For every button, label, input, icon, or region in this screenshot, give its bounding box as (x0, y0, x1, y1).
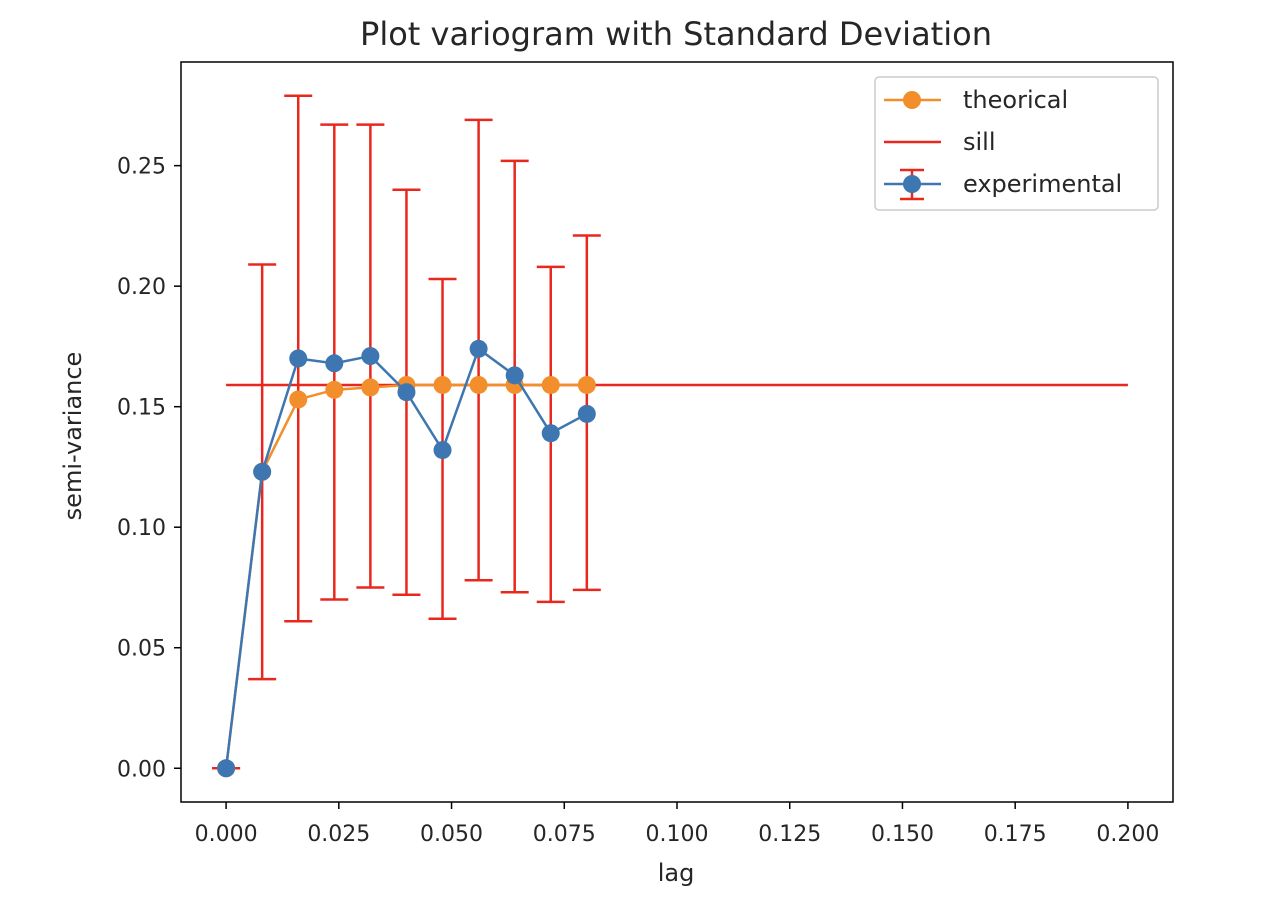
point-experimental-6 (433, 441, 452, 460)
point-theorical-4 (361, 378, 380, 397)
legend-item-theorical: theorical (884, 86, 1068, 114)
legend-marker-experimental (903, 175, 921, 193)
y-axis-label: semi-variance (59, 352, 87, 521)
x-tick-label-5: 0.125 (758, 822, 821, 847)
experimental-layer (217, 339, 596, 778)
point-theorical-6 (433, 375, 452, 394)
point-experimental-2 (289, 349, 308, 368)
legend-label-sill: sill (963, 128, 996, 156)
y-tick-label-1: 0.05 (117, 637, 166, 662)
x-tick-label-8: 0.200 (1096, 822, 1159, 847)
x-tick-label-0: 0.000 (195, 822, 258, 847)
legend-item-experimental: experimental (884, 168, 1122, 201)
point-experimental-9 (541, 424, 560, 443)
x-tick-label-4: 0.100 (646, 822, 709, 847)
point-experimental-7 (469, 339, 488, 358)
point-theorical-10 (577, 375, 596, 394)
y-tick-label-2: 0.10 (117, 516, 166, 541)
legend-label-experimental: experimental (963, 170, 1122, 198)
y-tick-label-3: 0.15 (117, 396, 166, 421)
legend-label-theorical: theorical (963, 86, 1068, 114)
legend-item-sill: sill (884, 128, 996, 156)
legend: theorical sill experimental (874, 76, 1159, 211)
point-experimental-8 (505, 366, 524, 385)
y-tick-label-4: 0.20 (117, 275, 166, 300)
point-experimental-3 (325, 354, 344, 373)
point-experimental-0 (217, 759, 236, 778)
point-experimental-4 (361, 347, 380, 366)
x-tick-label-6: 0.150 (871, 822, 934, 847)
chart-title: Plot variogram with Standard Deviation (360, 15, 992, 53)
point-theorical-7 (469, 375, 488, 394)
x-tick-label-7: 0.175 (984, 822, 1047, 847)
x-tick-label-2: 0.050 (420, 822, 483, 847)
point-experimental-5 (397, 383, 416, 402)
y-axis-ticks: 0.00 0.05 0.10 0.15 0.20 0.25 (117, 155, 181, 782)
legend-marker-theorical (903, 91, 921, 109)
legend-box (874, 76, 1159, 211)
x-axis-ticks: 0.000 0.025 0.050 0.075 0.100 0.125 0.150 0.175… (195, 802, 1159, 847)
point-experimental-10 (577, 404, 596, 423)
x-tick-label-1: 0.025 (307, 822, 370, 847)
x-axis-label: lag (658, 859, 695, 887)
point-experimental-1 (253, 462, 272, 481)
y-tick-label-0: 0.00 (117, 757, 166, 782)
point-theorical-3 (325, 380, 344, 399)
point-theorical-9 (541, 375, 560, 394)
point-theorical-2 (289, 390, 308, 409)
y-tick-label-5: 0.25 (117, 155, 166, 180)
x-tick-label-3: 0.075 (533, 822, 596, 847)
